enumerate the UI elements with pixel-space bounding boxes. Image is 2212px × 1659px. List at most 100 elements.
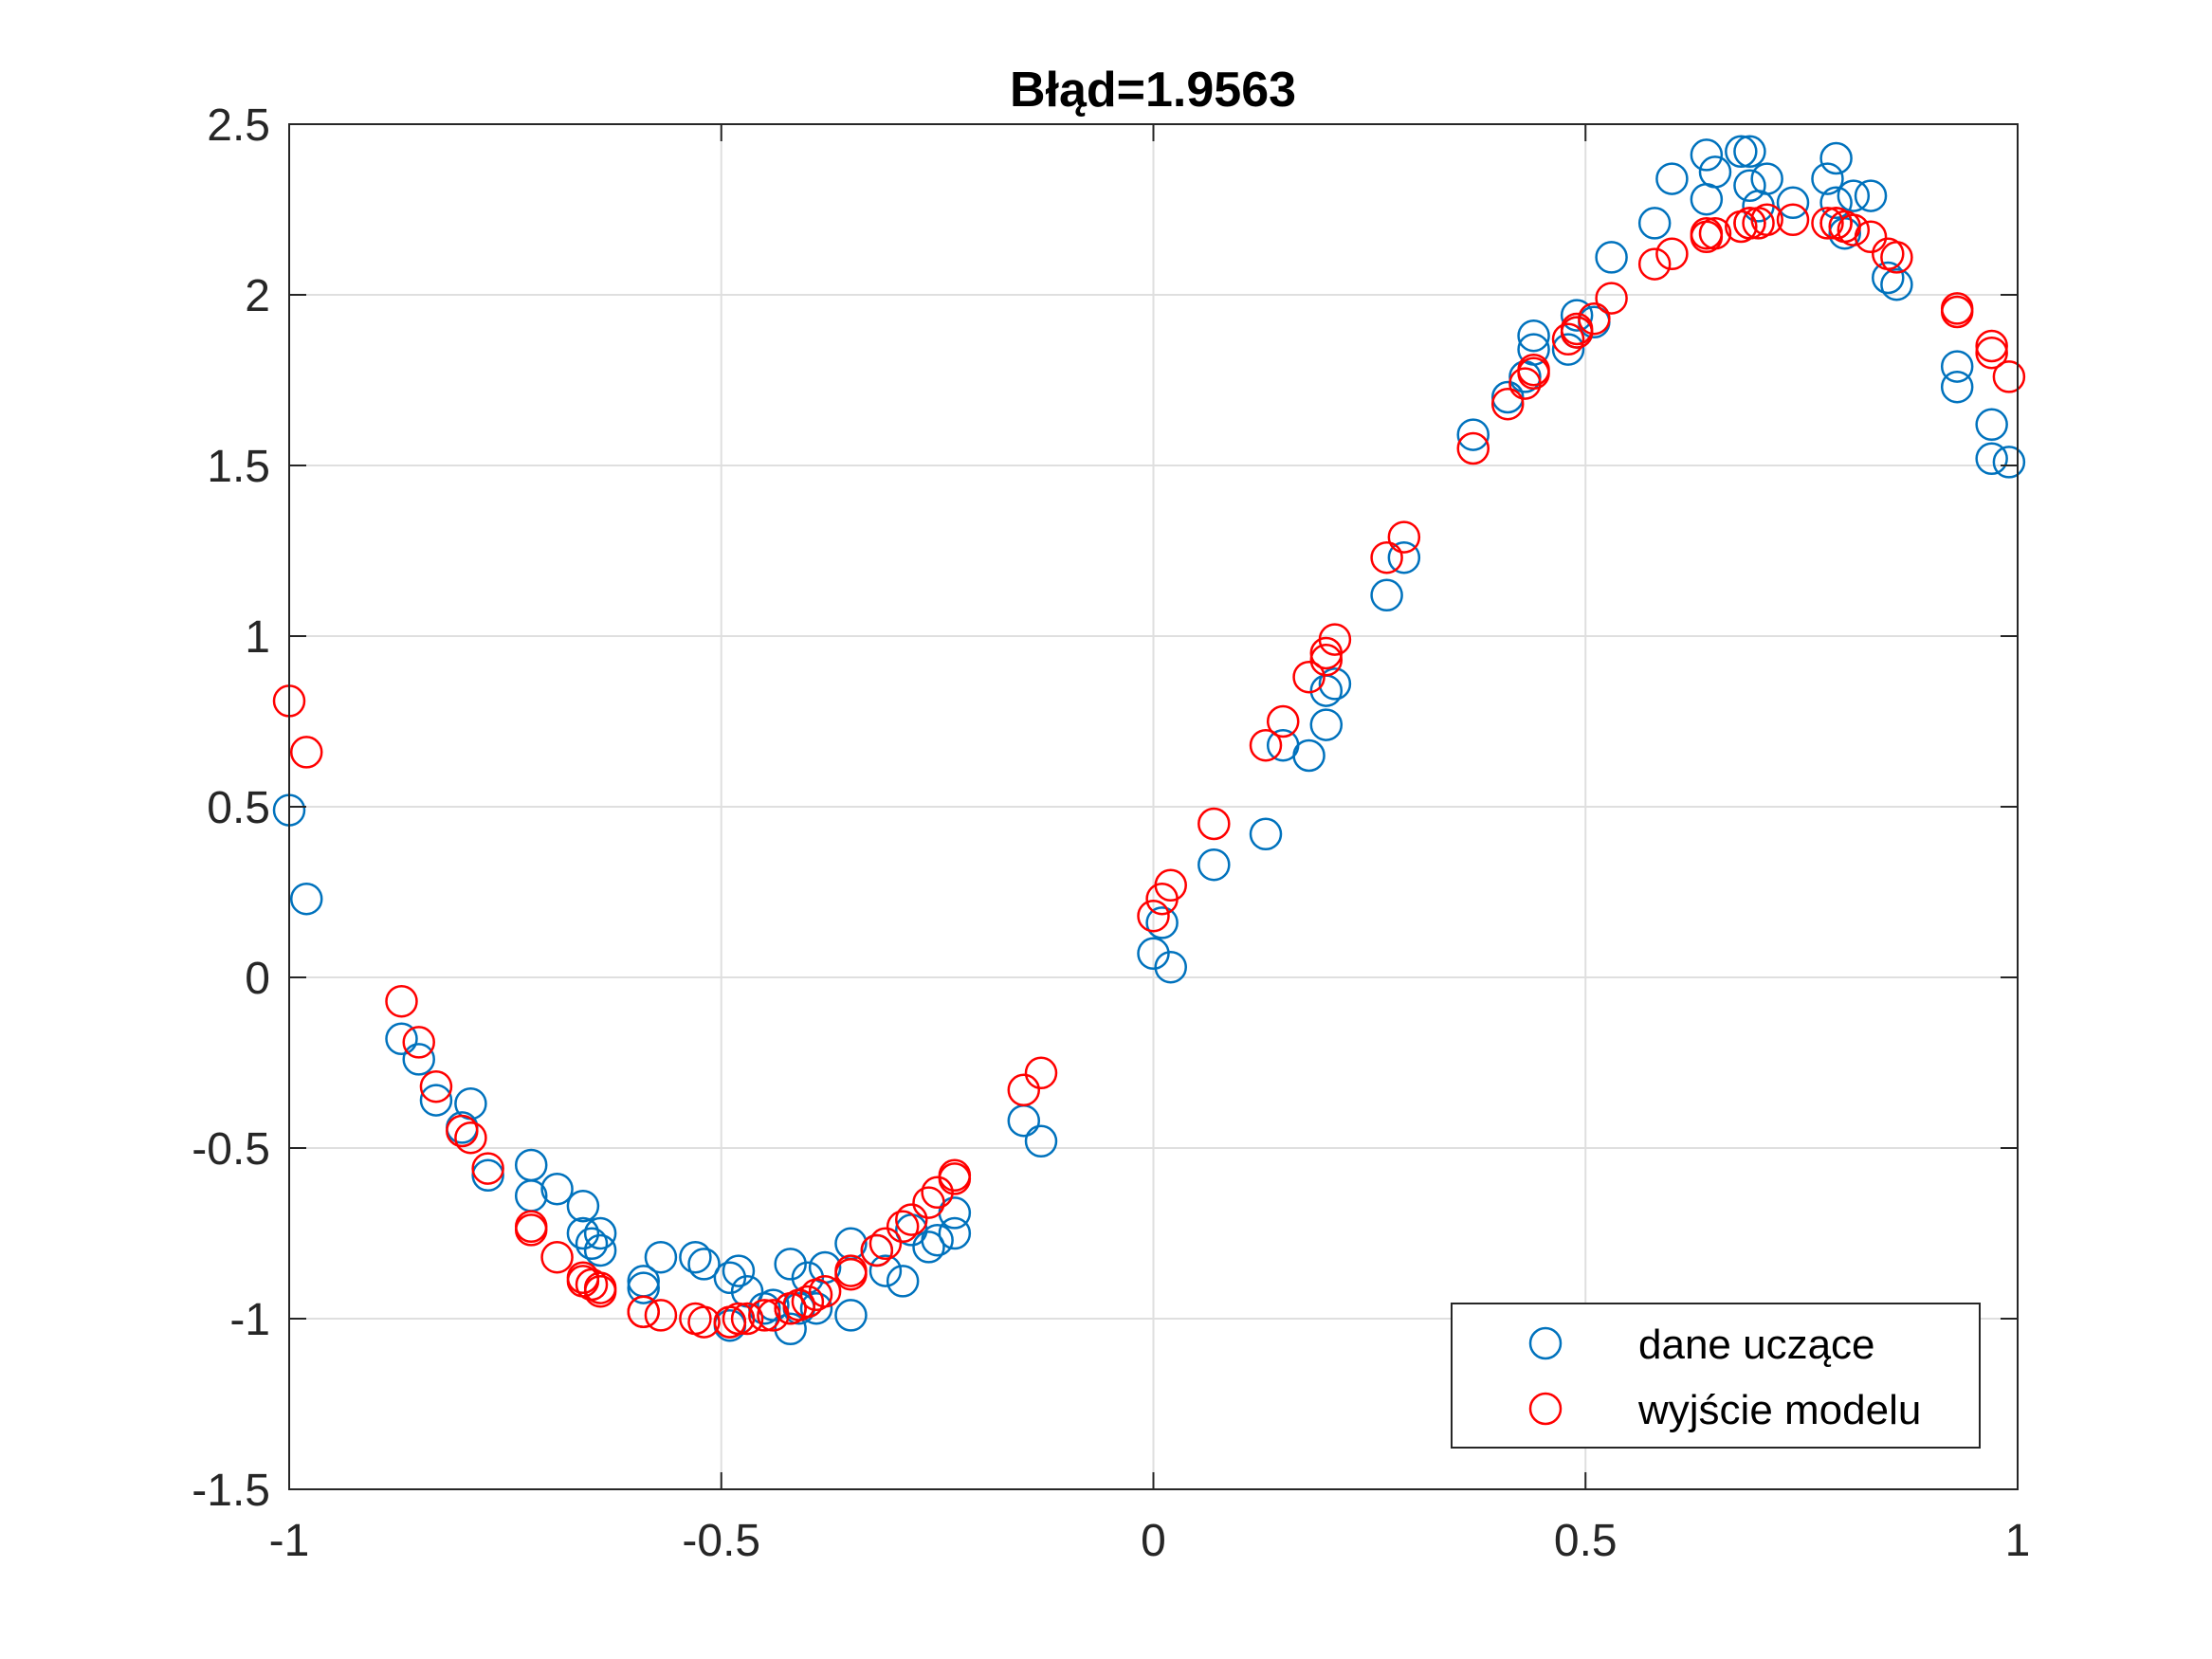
series-0-point [1145, 906, 1179, 939]
series-1-point [1007, 1073, 1041, 1107]
series-1-point [1750, 203, 1783, 237]
series-0-point [912, 1231, 945, 1264]
series-0-point [1318, 667, 1352, 701]
series-1-point [540, 1240, 574, 1274]
series-1-point [1309, 643, 1344, 677]
data-markers [272, 135, 2026, 1346]
series-1-point [1024, 1056, 1058, 1090]
series-1-point [1880, 241, 1913, 274]
series-0-point [774, 1312, 807, 1346]
series-0-point [1249, 817, 1283, 851]
series-0-point [799, 1291, 833, 1325]
series-0-point [886, 1265, 920, 1298]
series-0-point [1655, 162, 1689, 195]
series-0-point [1292, 738, 1325, 773]
series-1-point [289, 736, 323, 769]
series-1-point [402, 1026, 435, 1059]
series-1-point [1560, 312, 1594, 346]
series-0-point [1560, 299, 1594, 332]
series-0-point [1309, 708, 1344, 741]
series-1-point [1517, 353, 1550, 387]
series-0-point [687, 1248, 721, 1281]
series-1-point [1197, 807, 1231, 841]
series-0-point [1154, 950, 1187, 984]
series-0-point [1733, 135, 1766, 169]
series-1-point [471, 1152, 504, 1185]
series-0-point [1940, 350, 1974, 383]
series-0-point [1975, 442, 2008, 476]
series-1-point [1637, 247, 1672, 281]
series-1-point [385, 984, 418, 1018]
x-tick-label: -0.5 [682, 1516, 760, 1566]
series-0-point [402, 1043, 435, 1076]
series-1-point [730, 1302, 764, 1336]
series-1-point [1733, 207, 1766, 240]
series-0-point [1880, 267, 1913, 301]
y-tick-label: -0.5 [192, 1124, 270, 1175]
series-0-point [713, 1261, 747, 1295]
series-1-point [1975, 329, 2008, 363]
x-tick-label: 0 [1141, 1516, 1166, 1566]
series-0-point [1370, 578, 1403, 612]
series-0-point [1811, 162, 1844, 195]
series-1-point [1811, 207, 1844, 240]
series-0-point [583, 1233, 617, 1267]
legend-label-wyjscie-modelu: wyjście modelu [1637, 1387, 1921, 1433]
series-0-point [540, 1172, 574, 1206]
series-0-point [566, 1189, 600, 1223]
y-tick-label: -1 [229, 1295, 270, 1345]
series-1-point [1266, 704, 1300, 738]
legend-marker-wyjscie-modelu [1528, 1392, 1563, 1426]
series-0-point [722, 1254, 756, 1287]
x-tick-label: -1 [269, 1516, 310, 1566]
series-0-point [471, 1158, 504, 1193]
series-1-point [1690, 216, 1724, 250]
legend-label-dane-uczace: dane uczące [1638, 1322, 1875, 1368]
series-0-point [1517, 333, 1550, 366]
series-1-point [446, 1114, 479, 1148]
series-1-point [808, 1274, 842, 1308]
series-1-point [868, 1227, 903, 1261]
series-1-point [1975, 336, 2008, 370]
series-1-point [886, 1210, 920, 1244]
series-1-point [419, 1069, 453, 1103]
series-0-point [289, 882, 323, 916]
series-0-point [834, 1299, 868, 1332]
series-1-point [748, 1299, 781, 1332]
series-1-point [1776, 203, 1810, 237]
series-0-point [774, 1248, 807, 1281]
series-1-point [583, 1274, 617, 1308]
series-1-point [1137, 899, 1170, 933]
series-0-point [1837, 179, 1871, 212]
series-1-point [938, 1158, 972, 1193]
series-1-point [1249, 728, 1283, 762]
series-1-point [454, 1121, 487, 1155]
y-tick-label: 2 [245, 271, 270, 321]
series-0-point [566, 1216, 600, 1250]
series-1-point [627, 1295, 660, 1329]
series-1-point [1595, 282, 1628, 315]
series-0-point [1137, 937, 1170, 971]
series-0-point [1551, 333, 1585, 366]
series-1-point [834, 1254, 868, 1287]
series-1-point [1940, 295, 1974, 329]
series-0-point [627, 1271, 660, 1304]
series-1-point [1551, 322, 1585, 356]
y-tick-label: 1 [245, 612, 270, 663]
x-tick-label: 1 [2005, 1516, 2031, 1566]
series-0-point [1387, 540, 1421, 574]
series-0-point [1490, 380, 1525, 414]
series-0-point [757, 1288, 790, 1322]
series-1-point [722, 1302, 756, 1336]
series-0-point [583, 1216, 617, 1250]
series-0-point [1024, 1124, 1058, 1158]
series-1-point [514, 1213, 548, 1247]
series-1-point [1154, 868, 1187, 902]
series-1-point [644, 1299, 678, 1332]
series-0-point [1197, 848, 1231, 882]
series-0-point [938, 1216, 972, 1250]
series-0-point [1517, 319, 1550, 353]
legend-marker-dane-uczace [1528, 1326, 1563, 1360]
series-0-point [1690, 138, 1724, 172]
series-0-point [575, 1227, 609, 1261]
